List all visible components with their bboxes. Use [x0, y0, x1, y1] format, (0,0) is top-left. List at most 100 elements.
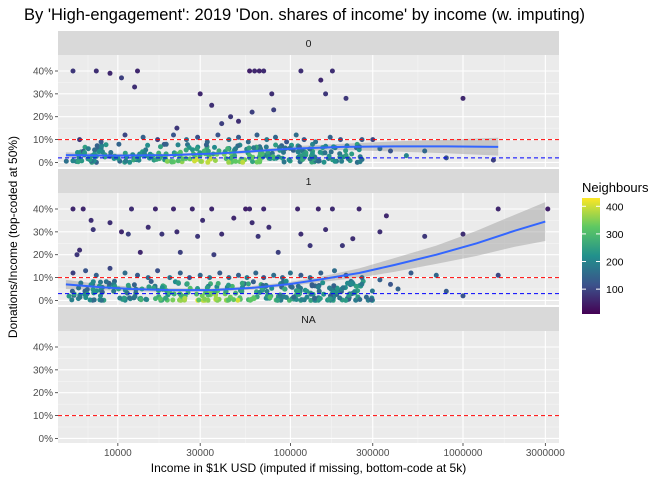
- facet-panel-NA: NA 0% 10% 20% 30% 40%: [33, 307, 559, 445]
- legend: Neighbours 100 200 300 400: [582, 180, 649, 314]
- data-point: [219, 231, 225, 237]
- y-tick-label: 20%: [33, 250, 53, 261]
- data-point: [175, 158, 181, 164]
- colorbar-tick-label: 400: [606, 201, 624, 213]
- colorbar-tick-label: 300: [606, 229, 624, 241]
- y-tick-label: 0%: [39, 296, 54, 307]
- data-point: [271, 272, 277, 278]
- data-point: [164, 158, 170, 164]
- data-point: [117, 295, 123, 301]
- data-point: [284, 139, 290, 145]
- data-point: [159, 231, 165, 237]
- data-point: [256, 159, 262, 165]
- data-point: [75, 150, 80, 155]
- data-point: [317, 296, 323, 301]
- data-point: [158, 144, 163, 150]
- data-point: [495, 206, 501, 212]
- data-point: [155, 268, 161, 274]
- data-point: [70, 68, 76, 74]
- data-point: [243, 206, 249, 212]
- data-point: [233, 158, 239, 164]
- data-point: [76, 155, 82, 160]
- data-point: [171, 291, 177, 297]
- data-point: [93, 68, 99, 74]
- data-point: [119, 75, 124, 81]
- data-point: [307, 156, 313, 162]
- data-point: [270, 154, 276, 160]
- data-point: [87, 157, 93, 163]
- data-point: [293, 132, 299, 138]
- x-axis-title: Income in $1K USD (imputed if missing, b…: [151, 461, 466, 475]
- data-point: [159, 285, 165, 290]
- data-point: [350, 236, 356, 242]
- data-point: [184, 281, 190, 287]
- y-tick-label: 10%: [33, 411, 53, 422]
- data-point: [97, 148, 102, 154]
- data-point: [236, 272, 241, 278]
- data-point: [249, 109, 255, 115]
- data-point: [309, 282, 315, 288]
- data-point: [69, 288, 75, 294]
- data-point: [318, 77, 324, 83]
- data-point: [177, 270, 183, 276]
- data-point: [298, 231, 304, 237]
- data-point: [256, 68, 262, 74]
- data-point: [141, 150, 147, 156]
- data-point: [460, 231, 466, 237]
- data-point: [318, 270, 324, 276]
- data-point: [209, 206, 215, 212]
- data-point: [111, 288, 117, 294]
- y-axis-title: Donations/Income (top-coded at 50%): [6, 136, 20, 338]
- data-point: [240, 159, 246, 165]
- data-point: [337, 154, 343, 160]
- data-point: [204, 285, 210, 291]
- data-point: [312, 295, 317, 301]
- data-point: [177, 249, 183, 255]
- smooth-curve: [65, 145, 499, 157]
- y-tick-label: 10%: [33, 135, 53, 146]
- data-point: [189, 206, 195, 212]
- x-tick-label: 30000: [186, 448, 214, 459]
- data-point: [286, 157, 292, 163]
- colorbar-tick-label: 200: [606, 257, 624, 269]
- x-tick-label: 100000: [274, 448, 308, 459]
- data-point: [225, 146, 231, 152]
- data-point: [107, 265, 113, 271]
- data-point: [269, 285, 275, 291]
- data-point: [138, 297, 144, 303]
- data-point: [308, 291, 314, 297]
- data-point: [233, 146, 238, 152]
- data-point: [345, 156, 351, 162]
- data-point: [70, 158, 76, 164]
- data-point: [403, 153, 409, 159]
- data-point: [223, 156, 229, 162]
- data-point: [261, 206, 267, 212]
- data-point: [273, 134, 278, 140]
- data-point: [369, 288, 375, 294]
- data-point: [82, 150, 88, 156]
- data-point: [132, 84, 138, 90]
- data-point: [163, 295, 168, 301]
- data-point: [321, 291, 327, 297]
- data-point: [122, 132, 128, 138]
- data-point: [254, 132, 260, 138]
- data-point: [339, 243, 345, 249]
- data-point: [282, 286, 288, 292]
- data-point: [195, 134, 201, 140]
- data-point: [204, 139, 210, 145]
- data-point: [281, 149, 286, 155]
- data-point: [145, 224, 151, 230]
- data-point: [245, 139, 251, 145]
- data-point: [316, 288, 322, 294]
- data-point: [196, 297, 202, 303]
- data-point: [217, 270, 223, 276]
- data-point: [207, 156, 213, 162]
- data-point: [201, 148, 207, 154]
- y-tick-labels-0: 0% 10% 20% 30% 40%: [33, 67, 58, 169]
- data-point: [339, 158, 345, 164]
- x-tick-labels: 10000 30000 100000 300000 1000000 3000000: [104, 443, 565, 459]
- data-point: [124, 290, 130, 296]
- data-point: [250, 159, 255, 165]
- data-point: [264, 137, 270, 143]
- data-point: [264, 288, 270, 294]
